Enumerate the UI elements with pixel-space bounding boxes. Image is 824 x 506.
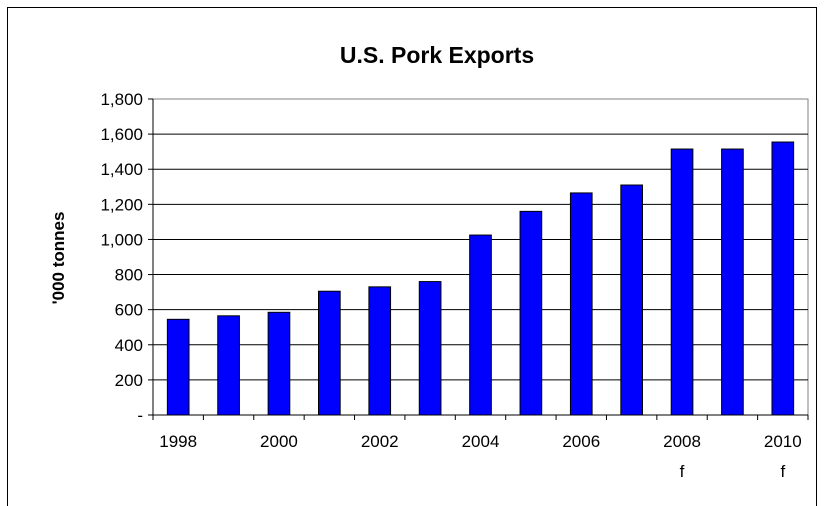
- y-tick-label: 1,800: [100, 90, 143, 109]
- y-tick-label: 1,400: [100, 160, 143, 179]
- bar: [368, 286, 392, 416]
- x-tick-sublabel: f: [680, 462, 685, 481]
- bars: [166, 141, 795, 416]
- x-tick-label: 1998: [159, 432, 197, 451]
- x-tick-label: 2004: [462, 432, 500, 451]
- y-axis-ticks: - 200 400 600 800 1,000 1,200 1,400 1,600 1,800: [100, 90, 153, 425]
- y-tick-label: 1,200: [100, 195, 143, 214]
- bar: [267, 311, 291, 416]
- chart-frame: [7, 7, 817, 506]
- bar: [569, 192, 593, 416]
- y-tick-label: 1,000: [100, 230, 143, 249]
- gridlines: [153, 133, 808, 381]
- bar: [318, 290, 341, 416]
- y-tick-label: 1,600: [100, 125, 143, 144]
- x-tick-label: 2008: [663, 432, 701, 451]
- x-tick-label: 2000: [260, 432, 298, 451]
- chart-title: U.S. Pork Exports: [340, 42, 534, 68]
- y-axis-label: '000 tonnes: [49, 212, 68, 305]
- bar: [670, 148, 694, 416]
- x-tick-sublabel: f: [780, 462, 785, 481]
- x-tick-label: 2002: [361, 432, 399, 451]
- bar: [620, 184, 643, 416]
- bar: [519, 210, 543, 416]
- bar: [771, 141, 795, 416]
- y-tick-label: 200: [115, 371, 143, 390]
- y-tick-label: 400: [115, 336, 143, 355]
- axes: [152, 99, 808, 416]
- x-tick-label: 2006: [562, 432, 600, 451]
- bar: [217, 315, 240, 416]
- y-tick-label: 600: [115, 301, 143, 320]
- bar: [469, 234, 492, 416]
- bar: [721, 148, 744, 416]
- y-tick-label: -: [137, 406, 143, 425]
- bar: [166, 318, 190, 416]
- x-axis-ticks: 1998 2000 2002 2004 2006 2008 f 2010 f: [152, 415, 809, 481]
- x-tick-label: 2010: [764, 432, 802, 451]
- bar: [418, 281, 442, 416]
- y-tick-label: 800: [115, 266, 143, 285]
